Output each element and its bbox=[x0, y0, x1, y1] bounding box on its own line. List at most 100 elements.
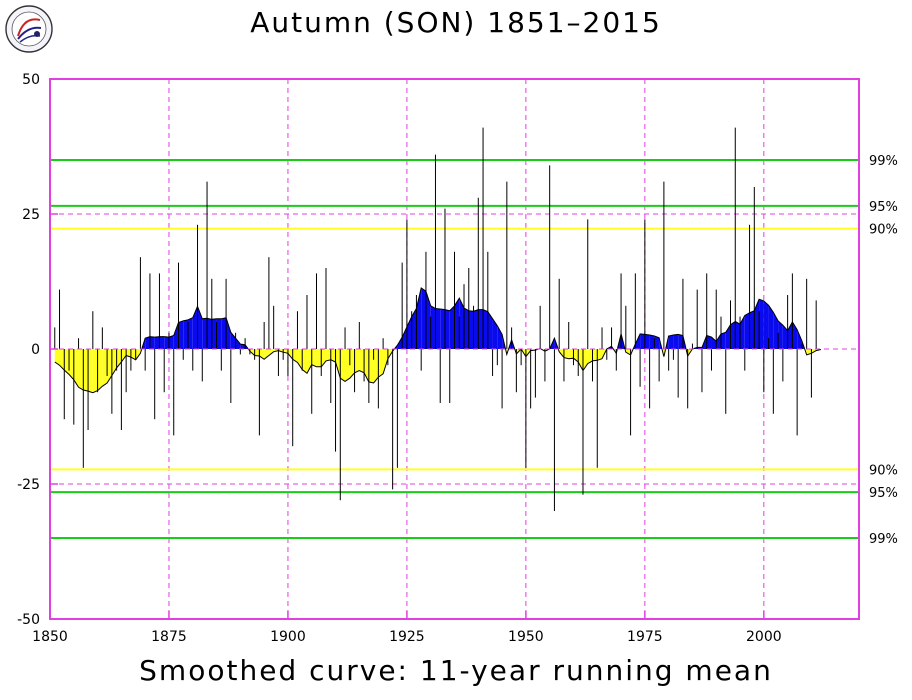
smoothed-area-segment bbox=[69, 349, 74, 380]
y-tick-label: 50 bbox=[22, 72, 40, 88]
smoothed-area-segment bbox=[178, 320, 184, 349]
smoothed-area-segment bbox=[268, 349, 274, 356]
smoothed-area-segment bbox=[578, 349, 583, 371]
chart-caption: Smoothed curve: 11-year running mean bbox=[139, 654, 773, 687]
smoothed-area-segment bbox=[430, 305, 436, 349]
smoothed-area-segment bbox=[135, 349, 141, 360]
smoothed-area-segment bbox=[121, 349, 127, 362]
smoothed-area-segment bbox=[673, 334, 679, 349]
smoothed-area-segment bbox=[487, 311, 493, 349]
smoothed-area-segment bbox=[130, 349, 136, 360]
smoothed-area-segment bbox=[149, 336, 155, 349]
x-tick-label: 1850 bbox=[32, 629, 68, 645]
smoothed-area-segment bbox=[754, 299, 760, 349]
smoothed-area-segment bbox=[321, 349, 327, 367]
smoothed-area-segment bbox=[216, 318, 222, 349]
smoothed-area-segment bbox=[83, 349, 89, 392]
smoothed-area-segment bbox=[711, 337, 717, 349]
smoothed-area-segment bbox=[440, 309, 445, 349]
smoothed-area-segment bbox=[740, 315, 745, 349]
smoothed-area-segment bbox=[473, 309, 479, 349]
smoothed-area-segment bbox=[454, 298, 460, 349]
smoothed-area-segment bbox=[59, 349, 65, 371]
smoothed-area-segment bbox=[264, 349, 269, 360]
smoothed-area-segment bbox=[792, 322, 798, 349]
smoothed-area-segment bbox=[349, 349, 355, 379]
smoothed-area-segment bbox=[563, 349, 569, 359]
smoothed-area-segment bbox=[359, 349, 365, 373]
institution-seal-logo bbox=[5, 5, 53, 53]
smoothed-area-segment bbox=[587, 349, 593, 364]
smoothed-area-segment bbox=[497, 325, 503, 349]
smoothed-area-segment bbox=[326, 349, 331, 361]
y-tick-label: 25 bbox=[22, 207, 40, 223]
y-tick-label: 0 bbox=[31, 342, 40, 358]
smoothed-area-segment bbox=[592, 349, 598, 361]
smoothed-area-segment bbox=[444, 309, 450, 349]
smoothed-area-segment bbox=[383, 349, 388, 374]
x-tick-label: 1975 bbox=[627, 629, 663, 645]
smoothed-area-segment bbox=[402, 326, 407, 349]
smoothed-area-segment bbox=[168, 335, 174, 349]
smoothed-area-segment bbox=[316, 349, 322, 367]
smoothed-area-segment bbox=[763, 300, 769, 349]
smoothed-area-segment bbox=[625, 349, 631, 355]
smoothed-area-segment bbox=[368, 349, 374, 384]
smoothed-area-segment bbox=[649, 334, 655, 349]
smoothed-area-segment bbox=[749, 310, 755, 349]
x-tick-label: 1925 bbox=[389, 629, 425, 645]
smoothed-area-segment bbox=[735, 321, 741, 349]
x-tick-label: 1875 bbox=[151, 629, 187, 645]
smoothed-area-segment bbox=[720, 332, 726, 349]
smoothed-area-segment bbox=[173, 322, 179, 349]
smoothed-area-segment bbox=[635, 333, 641, 349]
smoothed-area-segment bbox=[416, 287, 422, 349]
smoothed-area-segment bbox=[797, 329, 802, 349]
smoothed-area-segment bbox=[378, 349, 384, 378]
smoothed-area-segment bbox=[188, 317, 193, 349]
smoothed-area-segment bbox=[102, 349, 108, 387]
significance-label: 95% bbox=[869, 486, 898, 501]
smoothed-area-segment bbox=[483, 309, 488, 349]
smoothed-area-segment bbox=[202, 318, 208, 349]
smoothed-area-segment bbox=[435, 308, 441, 349]
smoothed-area-segment bbox=[207, 318, 212, 349]
smoothed-area-segment bbox=[744, 312, 750, 349]
smoothed-area-segment bbox=[644, 334, 650, 349]
x-tick-label: 2000 bbox=[746, 629, 782, 645]
smoothed-area-segment bbox=[778, 320, 783, 349]
smoothed-area-segment bbox=[240, 344, 246, 349]
smoothed-area-segment bbox=[678, 334, 683, 349]
smoothed-area-segment bbox=[287, 349, 293, 360]
smoothed-area-segment bbox=[145, 336, 150, 349]
smoothed-area-segment bbox=[226, 317, 231, 349]
smoothed-area-segment bbox=[464, 307, 469, 349]
smoothed-area-segment bbox=[568, 349, 574, 359]
significance-label: 90% bbox=[869, 463, 898, 478]
y-tick-label: -50 bbox=[17, 612, 40, 628]
smoothed-area-segment bbox=[154, 336, 160, 349]
smoothed-area-segment bbox=[54, 349, 60, 366]
smoothed-area-segment bbox=[302, 349, 307, 374]
smoothed-area-segment bbox=[759, 299, 764, 349]
smoothed-area-segment bbox=[411, 308, 417, 349]
smoothed-area-segment bbox=[211, 318, 217, 349]
smoothed-area-segment bbox=[97, 349, 103, 391]
smoothed-area-segment bbox=[768, 305, 774, 349]
smoothed-area-segment bbox=[340, 349, 346, 382]
smoothed-area-segment bbox=[425, 291, 431, 349]
smoothed-area-segment bbox=[345, 349, 350, 382]
smoothed-area-segment bbox=[364, 349, 369, 382]
smoothed-area-segment bbox=[478, 309, 484, 349]
smoothed-area-segment bbox=[192, 306, 198, 349]
smoothed-area-segment bbox=[64, 349, 70, 375]
smoothed-area-segment bbox=[297, 349, 303, 370]
smoothed-area-segment bbox=[668, 334, 674, 349]
smoothed-area-segment bbox=[654, 336, 660, 349]
smoothed-area-segment bbox=[183, 319, 189, 349]
smoothed-area-segment bbox=[716, 333, 721, 349]
smoothed-area-segment bbox=[159, 336, 165, 349]
smoothed-area-segment bbox=[73, 349, 79, 388]
smoothed-area-segment bbox=[230, 332, 236, 349]
smoothed-area-segment bbox=[730, 321, 736, 349]
